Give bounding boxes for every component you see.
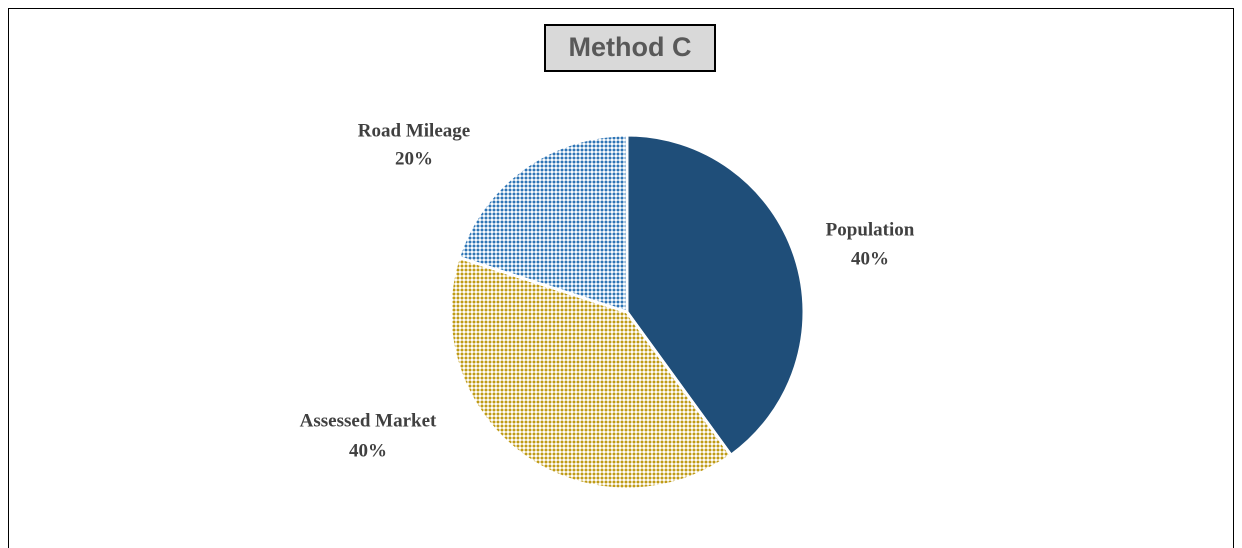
chart-title: Method C bbox=[569, 32, 692, 62]
pie-slice bbox=[456, 133, 629, 315]
slice-value: 40% bbox=[851, 248, 889, 269]
chart-frame bbox=[8, 8, 1234, 548]
title-box bbox=[544, 24, 716, 72]
slice-label: Assessed Market bbox=[300, 410, 437, 431]
slice-value: 40% bbox=[349, 440, 387, 461]
pie-slice bbox=[448, 255, 734, 491]
slice-label: Population bbox=[826, 219, 915, 240]
slice-label: Road Mileage bbox=[358, 120, 470, 141]
slice-value: 20% bbox=[395, 148, 433, 169]
pie-slice bbox=[625, 133, 806, 458]
